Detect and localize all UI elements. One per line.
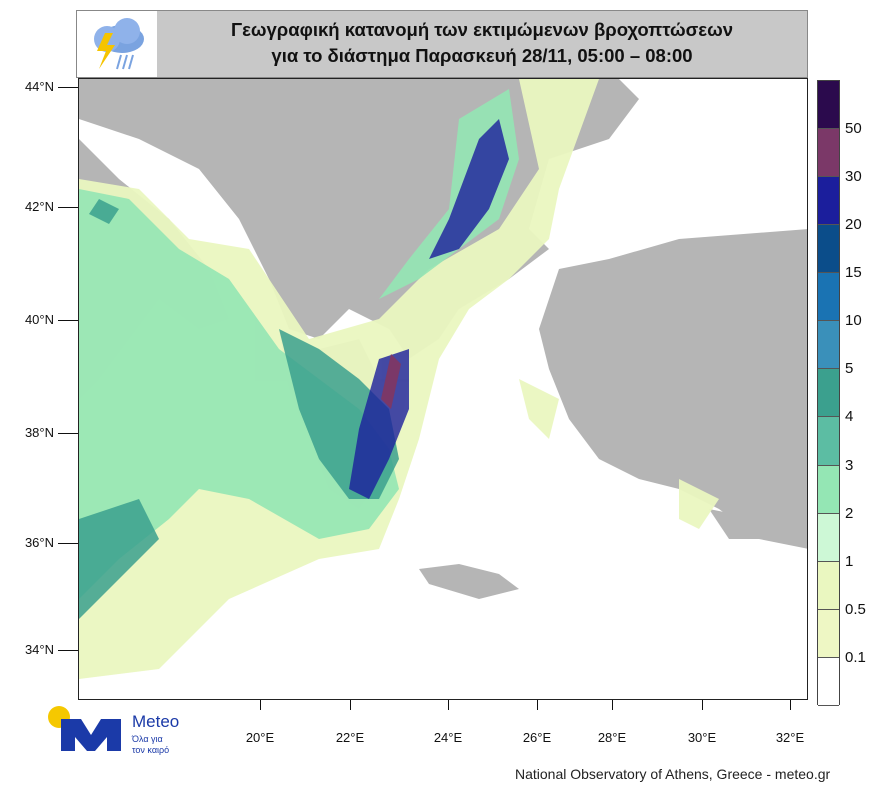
colorbar-segment [818,513,839,562]
lat-label: 42°N [24,199,54,214]
colorbar-segment [818,609,839,658]
colorbar-label: 1 [845,552,854,570]
logo-tagline-1: Όλα για [132,734,163,744]
colorbar-segment [818,417,839,466]
lon-label: 20°E [245,730,275,745]
lon-tick [260,700,261,710]
meteo-logo [45,705,205,757]
title-line-1: Γεωγραφική κατανομή των εκτιμώμενων βροχ… [230,19,733,40]
lon-tick [537,700,538,710]
colorbar-label: 0.1 [845,648,866,666]
lon-tick [702,700,703,710]
logo-name: Meteo [132,712,180,731]
title-banner: Γεωγραφική κατανομή των εκτιμώμενων βροχ… [76,10,808,78]
lon-label: 32°E [775,730,805,745]
lat-tick [58,543,78,544]
lat-label: 34°N [24,642,54,657]
colorbar-segment [818,321,839,370]
precipitation-extreme [381,354,401,409]
colorbar-label: 30 [845,168,862,186]
lon-tick [612,700,613,710]
colorbar-label: 4 [845,408,854,426]
title-line-2: για το διάστημα Παρασκευή 28/11, 05:00 –… [271,45,693,66]
colorbar-label: 15 [845,264,862,282]
colorbar-label: 2 [845,504,854,522]
colorbar-label: 50 [845,120,862,138]
lon-label: 26°E [522,730,552,745]
lon-label: 22°E [335,730,365,745]
logo-tagline: Όλα για τον καιρό [132,734,192,756]
colorbar-label: 5 [845,360,854,378]
lat-tick [58,650,78,651]
lat-tick [58,433,78,434]
colorbar-segment [818,657,839,706]
lat-tick [58,207,78,208]
colorbar-segment [818,465,839,514]
map-title: Γεωγραφική κατανομή των εκτιμώμενων βροχ… [157,17,807,69]
lon-tick [448,700,449,710]
lat-label: 44°N [24,79,54,94]
colorbar-label: 20 [845,216,862,234]
colorbar-segment [818,273,839,322]
logo-tagline-2: τον καιρό [132,745,170,755]
lat-label: 36°N [24,535,54,550]
colorbar-segment [818,225,839,274]
lon-tick [350,700,351,710]
lon-tick [790,700,791,710]
lat-tick [58,87,78,88]
colorbar-segment [818,129,839,178]
colorbar [817,80,840,706]
lon-label: 28°E [597,730,627,745]
colorbar-segment [818,81,839,130]
lon-label: 24°E [433,730,463,745]
lat-label: 38°N [24,425,54,440]
lat-label: 40°N [24,312,54,327]
colorbar-segment [818,369,839,418]
lat-tick [58,320,78,321]
colorbar-segment [818,177,839,226]
colorbar-label: 3 [845,456,854,474]
credit-text: National Observatory of Athens, Greece -… [515,766,831,782]
thunderstorm-rain-icon [77,11,157,77]
colorbar-label: 10 [845,312,862,330]
precipitation-map [78,78,808,700]
lon-label: 30°E [687,730,717,745]
colorbar-label: 0.5 [845,600,866,618]
colorbar-segment [818,561,839,610]
